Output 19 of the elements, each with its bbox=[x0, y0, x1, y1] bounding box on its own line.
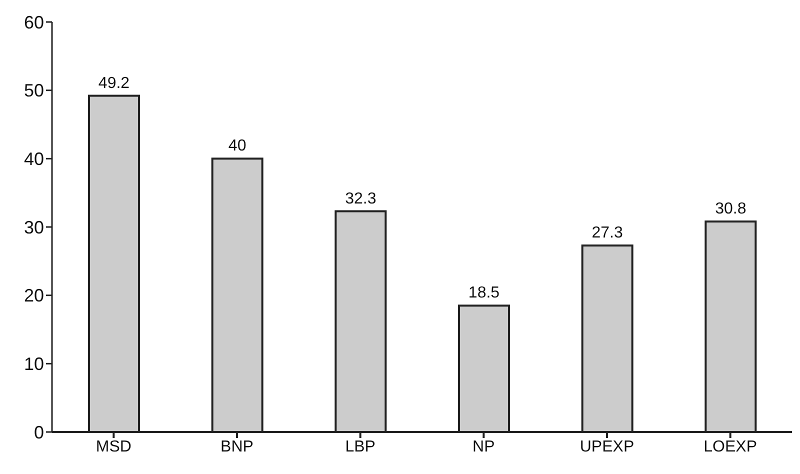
y-tick-label: 30 bbox=[24, 217, 44, 238]
data-label: 27.3 bbox=[592, 224, 624, 242]
x-tick-label: LOEXP bbox=[704, 438, 758, 456]
data-label: 30.8 bbox=[715, 200, 746, 218]
y-tick-label: 10 bbox=[24, 354, 44, 374]
data-label: 49.2 bbox=[98, 74, 130, 92]
y-tick-label: 20 bbox=[24, 286, 44, 306]
x-tick-label: NP bbox=[472, 438, 495, 456]
y-tick-label: 0 bbox=[34, 422, 44, 442]
data-label: 40 bbox=[228, 138, 246, 155]
data-label: 32.3 bbox=[345, 190, 376, 208]
y-tick-label: 60 bbox=[24, 12, 44, 32]
y-tick-label: 40 bbox=[24, 149, 44, 170]
data-label: 18.5 bbox=[468, 284, 500, 302]
x-tick-label: MSD bbox=[96, 438, 132, 456]
x-tick-label: LBP bbox=[345, 438, 376, 456]
y-tick-label: 50 bbox=[24, 80, 44, 101]
x-tick-label: BNP bbox=[220, 438, 254, 456]
x-tick-label: UPEXP bbox=[580, 438, 634, 456]
